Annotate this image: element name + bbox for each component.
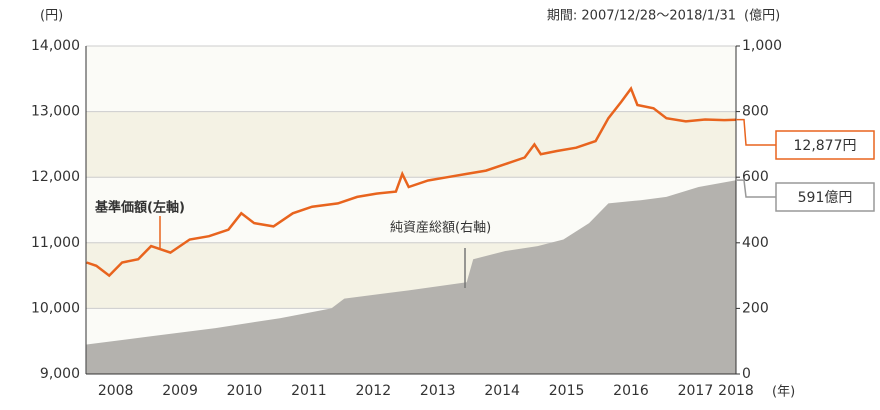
x-tick-label: 2017 <box>678 383 714 399</box>
y2-tick-label: 400 <box>742 235 769 251</box>
callout-box <box>775 130 875 160</box>
x-unit: (年) <box>772 385 795 400</box>
band <box>86 46 736 112</box>
y2-tick-label: 800 <box>742 104 769 120</box>
callout-leader <box>736 118 776 146</box>
callout-leader <box>736 179 776 198</box>
y-tick-label: 11,000 <box>31 235 80 251</box>
area <box>86 180 737 374</box>
callout-label: 591億円 <box>798 190 853 206</box>
period: 期間: 2007/12/28～2018/1/31 <box>547 9 736 24</box>
x-tick-label: 2011 <box>291 383 327 399</box>
x-tick-label: 2010 <box>227 383 263 399</box>
x-tick-label: 2018 <box>718 383 754 399</box>
band <box>86 111 736 178</box>
x-tick-label: 2016 <box>613 383 649 399</box>
series-label: 純資産総額(右軸) <box>390 220 491 236</box>
y2-tick-label: 200 <box>742 300 769 316</box>
x-tick-label: 2014 <box>484 383 520 399</box>
y2-tick-label: 600 <box>742 169 769 185</box>
x-tick-label: 2008 <box>98 383 134 399</box>
y-unit: (円) <box>40 9 63 24</box>
y-tick-label: 9,000 <box>40 366 80 382</box>
y2-unit: (億円) <box>744 8 780 24</box>
series-label: 基準価額(左軸) <box>94 200 185 216</box>
y-tick-label: 10,000 <box>31 300 80 316</box>
x-tick-label: 2013 <box>420 383 456 399</box>
x-tick-label: 2012 <box>355 383 391 399</box>
callout-box <box>775 182 875 212</box>
line <box>86 86 737 278</box>
y-tick-label: 14,000 <box>31 38 80 54</box>
y2-tick-label: 0 <box>742 366 751 382</box>
y-tick-label: 12,000 <box>31 169 80 185</box>
x-tick-label: 2009 <box>162 383 198 399</box>
callout-label: 12,877円 <box>794 138 857 154</box>
x-tick-label: 2015 <box>549 383 585 399</box>
y-tick-label: 13,000 <box>31 104 80 120</box>
y2-tick-label: 1,000 <box>742 38 782 54</box>
